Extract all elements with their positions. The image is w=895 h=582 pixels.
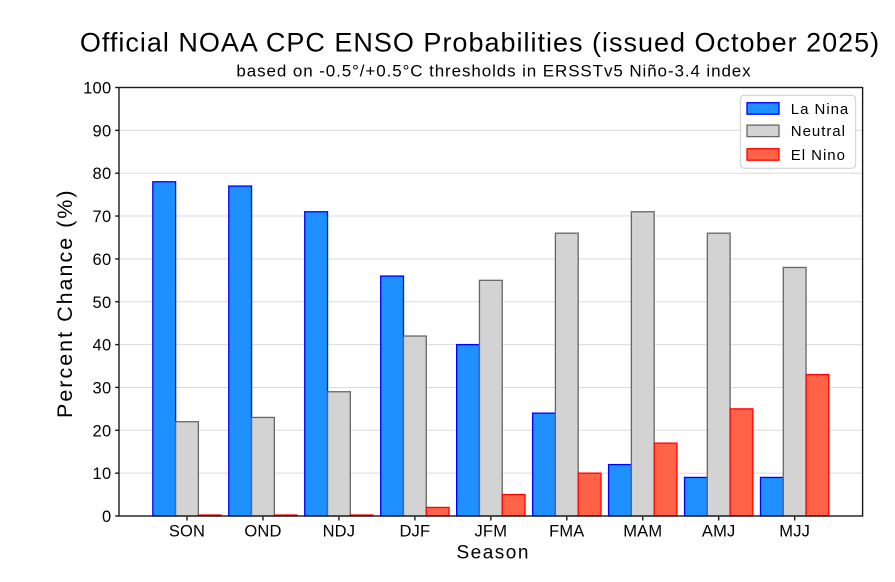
svg-text:SON: SON xyxy=(169,522,205,540)
svg-text:0: 0 xyxy=(102,508,111,526)
svg-text:JFM: JFM xyxy=(474,522,507,540)
svg-text:60: 60 xyxy=(93,251,112,269)
svg-text:Neutral: Neutral xyxy=(791,123,846,140)
svg-text:La Nina: La Nina xyxy=(791,101,849,118)
svg-text:90: 90 xyxy=(93,122,112,140)
svg-text:OND: OND xyxy=(244,522,281,540)
svg-text:Season: Season xyxy=(456,542,529,563)
svg-text:DJF: DJF xyxy=(399,522,430,540)
svg-text:30: 30 xyxy=(93,379,112,397)
svg-text:100: 100 xyxy=(83,80,111,98)
svg-text:based on -0.5°/+0.5°C threshol: based on -0.5°/+0.5°C thresholds in ERSS… xyxy=(236,62,751,81)
svg-text:Percent Chance (%): Percent Chance (%) xyxy=(53,188,77,418)
svg-text:80: 80 xyxy=(93,165,112,183)
svg-text:FMA: FMA xyxy=(549,522,584,540)
svg-text:Official NOAA CPC ENSO Probabi: Official NOAA CPC ENSO Probabilities (is… xyxy=(80,28,880,58)
svg-text:AMJ: AMJ xyxy=(702,522,736,540)
svg-text:10: 10 xyxy=(93,465,112,483)
svg-text:70: 70 xyxy=(93,208,112,226)
svg-text:NDJ: NDJ xyxy=(323,522,356,540)
svg-text:20: 20 xyxy=(93,422,112,440)
svg-text:MJJ: MJJ xyxy=(779,522,810,540)
svg-text:50: 50 xyxy=(93,294,112,312)
svg-text:MAM: MAM xyxy=(623,522,662,540)
svg-text:El Nino: El Nino xyxy=(791,147,846,164)
svg-text:40: 40 xyxy=(93,337,112,355)
